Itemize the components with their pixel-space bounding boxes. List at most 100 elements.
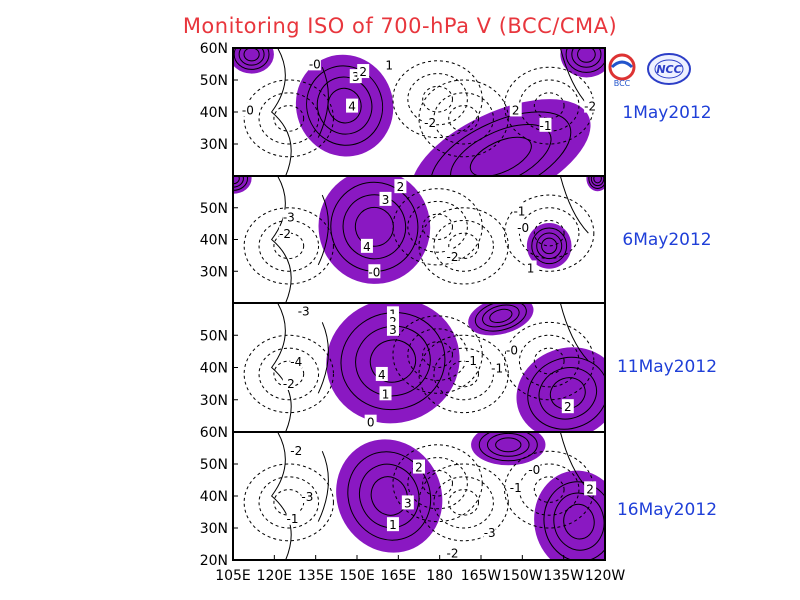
y-tick-label: 30N <box>200 521 228 537</box>
contour-label: 3 <box>382 193 390 207</box>
contour-label-bg <box>483 524 496 539</box>
y-tick-label: 40N <box>200 105 228 121</box>
contour-line <box>340 311 446 411</box>
contour-line <box>504 194 595 272</box>
contour-line <box>273 232 305 260</box>
contour-line <box>553 492 605 551</box>
contour-label: -0 <box>309 57 321 71</box>
contour-line <box>538 367 598 420</box>
contour-line <box>495 437 522 453</box>
contour-label-bg <box>386 321 399 336</box>
contour-label: 2 <box>564 400 572 414</box>
y-tick-label: 50N <box>200 73 228 89</box>
contour-line <box>482 304 520 328</box>
contour-label: -2 <box>584 100 596 114</box>
contour-label: -0 <box>506 343 518 357</box>
y-tick-label: 40N <box>200 233 228 249</box>
contour-line <box>233 48 270 70</box>
contour-line <box>422 213 453 241</box>
coastline <box>317 450 329 522</box>
contour-line <box>541 237 558 255</box>
panel-4: -2 2 -1 -0 -3 3 -1 1 -3 -2 2 60N 50N 40N 30N 20N <box>200 425 606 569</box>
contour-label: 1 <box>385 59 393 73</box>
contour-label: -0 <box>517 221 529 235</box>
x-tick-label: 165W <box>461 568 502 584</box>
bcc-logo: BCC <box>608 53 636 88</box>
ncc-logo: NCC <box>647 53 691 85</box>
contour-label: -0 <box>242 103 254 117</box>
y-tick-label: 30N <box>200 137 228 153</box>
contour-line <box>469 136 532 176</box>
contour-line <box>370 476 408 516</box>
coastline <box>317 66 329 138</box>
contour-line <box>418 334 509 414</box>
contour-line <box>430 111 572 176</box>
contour-label-bg <box>346 98 359 113</box>
contour-line <box>342 194 407 260</box>
contour-label: 3 <box>404 496 412 510</box>
contour-label-bg <box>509 102 522 117</box>
contour-label: -3 <box>283 211 295 225</box>
contour-line <box>418 207 509 285</box>
contour-label: 2 <box>586 482 594 496</box>
contour-label-bg <box>524 260 537 275</box>
contour-line <box>392 188 483 266</box>
contour-line <box>504 321 595 401</box>
contour-line <box>243 334 334 414</box>
contour-label: -2 <box>424 116 436 130</box>
contour-label: 2 <box>415 461 423 475</box>
chart-title: Monitoring ISO of 700-hPa V (BCC/CMA) <box>182 14 618 38</box>
contour-label: -2 <box>283 377 295 391</box>
contour-line <box>258 219 320 272</box>
contour-label-bg <box>368 264 381 279</box>
contour-label: -1 <box>539 119 551 133</box>
contour-line <box>577 48 596 63</box>
coastline <box>270 303 292 432</box>
contour-line <box>369 339 417 383</box>
contour-line <box>243 207 334 285</box>
contour-line <box>243 48 260 62</box>
contour-label-bg <box>282 209 295 224</box>
contour-label: -1 <box>287 512 299 526</box>
contour-label-bg <box>282 375 295 390</box>
contour-label-bg <box>357 64 370 79</box>
contour-label: -1 <box>491 362 503 376</box>
coastline <box>559 176 589 234</box>
contour-line <box>593 176 602 184</box>
contour-label: -3 <box>298 305 310 319</box>
contour-label-bg <box>401 495 414 510</box>
y-tick-label: 40N <box>200 489 228 505</box>
contour-label: -4 <box>290 355 302 369</box>
contour-label: -1 <box>465 354 477 368</box>
x-tick-label: 180 <box>426 568 453 584</box>
panel-date-1: 1May2012 <box>622 103 712 123</box>
x-tick-label: 135E <box>298 568 334 584</box>
panel-2: 32 -3 -2 4 -0 -1 -0 -2 1 50N 40N 30N <box>200 175 606 304</box>
positive-region <box>526 222 572 269</box>
contour-line <box>418 463 509 542</box>
positive-region <box>295 54 394 157</box>
contour-line <box>486 432 530 457</box>
ncc-logo-text: NCC <box>656 63 681 76</box>
y-tick-label: 30N <box>200 393 228 409</box>
contour-line <box>422 341 453 369</box>
contour-label: -0 <box>368 265 380 279</box>
contour-line <box>418 79 509 158</box>
y-tick-label: 30N <box>200 264 228 280</box>
x-tick-label: 120E <box>257 568 293 584</box>
positive-region <box>233 48 274 74</box>
contour-label: -2 <box>446 546 458 560</box>
contour-line <box>407 457 468 510</box>
contour-label-bg <box>383 57 396 72</box>
contour-line <box>233 176 240 185</box>
contour-label-bg <box>446 545 459 560</box>
contour-line <box>433 219 494 272</box>
contour-label: 2 <box>359 65 367 79</box>
contour-line <box>258 347 320 401</box>
positive-region <box>468 303 534 336</box>
contour-label: 1 <box>527 261 535 275</box>
contour-line <box>327 87 362 124</box>
contour-label-bg <box>424 115 437 130</box>
contour-line <box>407 200 468 253</box>
